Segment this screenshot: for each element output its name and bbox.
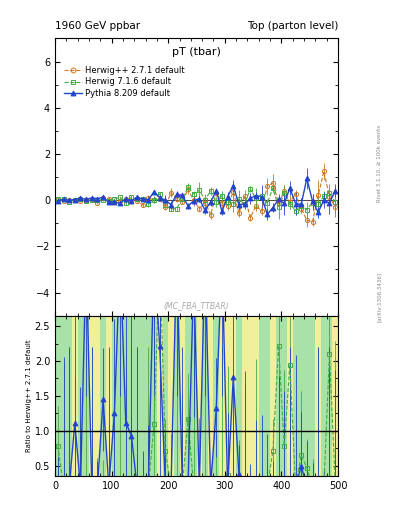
Bar xyxy=(327,315,332,476)
Text: Top (parton level): Top (parton level) xyxy=(246,20,338,31)
Bar xyxy=(174,315,180,476)
Bar xyxy=(134,315,140,476)
Bar xyxy=(213,315,219,476)
Bar xyxy=(208,315,213,476)
Bar xyxy=(191,315,196,476)
Bar xyxy=(276,315,281,476)
Bar xyxy=(157,315,163,476)
Bar xyxy=(264,315,270,476)
Bar xyxy=(259,315,264,476)
Bar xyxy=(196,315,202,476)
Bar xyxy=(332,315,338,476)
Bar xyxy=(168,315,174,476)
Bar xyxy=(95,315,100,476)
Text: Rivet 3.1.10, ≥ 100k events: Rivet 3.1.10, ≥ 100k events xyxy=(377,125,382,202)
Bar xyxy=(230,315,236,476)
Text: (MC_FBA_TTBAR): (MC_FBA_TTBAR) xyxy=(164,301,229,310)
Bar xyxy=(242,315,248,476)
Bar xyxy=(123,315,129,476)
Bar xyxy=(287,315,293,476)
Bar xyxy=(293,315,298,476)
Bar xyxy=(163,315,168,476)
Text: pT (tbar): pT (tbar) xyxy=(172,47,221,57)
Bar xyxy=(106,315,112,476)
Bar xyxy=(129,315,134,476)
Text: [arXiv:1306.3436]: [arXiv:1306.3436] xyxy=(377,272,382,322)
Bar xyxy=(298,315,304,476)
Legend: Herwig++ 2.7.1 default, Herwig 7.1.6 default, Pythia 8.209 default: Herwig++ 2.7.1 default, Herwig 7.1.6 def… xyxy=(62,65,187,99)
Bar xyxy=(310,315,315,476)
Bar xyxy=(151,315,157,476)
Bar xyxy=(185,315,191,476)
Bar xyxy=(248,315,253,476)
Bar xyxy=(253,315,259,476)
Bar xyxy=(140,315,145,476)
Bar xyxy=(145,315,151,476)
Bar xyxy=(321,315,327,476)
Bar xyxy=(315,315,321,476)
Bar xyxy=(180,315,185,476)
Bar xyxy=(281,315,287,476)
Bar xyxy=(202,315,208,476)
Bar xyxy=(112,315,117,476)
Bar xyxy=(219,315,225,476)
Bar xyxy=(55,315,61,476)
Bar xyxy=(304,315,310,476)
Bar xyxy=(89,315,95,476)
Bar xyxy=(83,315,89,476)
Bar xyxy=(225,315,230,476)
Text: 1960 GeV ppbar: 1960 GeV ppbar xyxy=(55,20,140,31)
Bar xyxy=(66,315,72,476)
Bar xyxy=(100,315,106,476)
Bar xyxy=(270,315,276,476)
Bar xyxy=(78,315,83,476)
Bar xyxy=(61,315,66,476)
Bar xyxy=(117,315,123,476)
Bar xyxy=(236,315,242,476)
Bar xyxy=(72,315,78,476)
Y-axis label: Ratio to Herwig++ 2.7.1 default: Ratio to Herwig++ 2.7.1 default xyxy=(26,339,32,452)
